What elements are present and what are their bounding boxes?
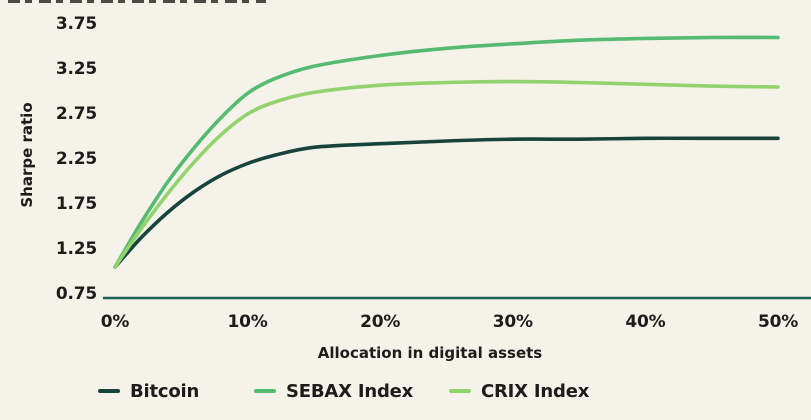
- cropped-title-fragment: [8, 0, 266, 3]
- y-tick-label: 3.75: [55, 14, 97, 34]
- legend-label: SEBAX Index: [286, 380, 414, 402]
- legend: Bitcoin SEBAX Index CRIX Index: [0, 378, 811, 404]
- y-axis-title: Sharpe ratio: [18, 102, 36, 208]
- x-tick-label: 10%: [227, 312, 268, 332]
- y-tick-label: 0.75: [55, 284, 97, 304]
- legend-swatch: [449, 388, 471, 394]
- y-tick-label: 1.25: [55, 239, 97, 259]
- legend-label: Bitcoin: [130, 380, 200, 402]
- y-tick-label: 2.75: [55, 104, 97, 124]
- x-tick-label: 30%: [492, 312, 533, 332]
- legend-swatch: [254, 388, 276, 394]
- series-line-sebax-index: [113, 35, 780, 269]
- y-tick-label: 2.25: [55, 149, 97, 169]
- legend-item-bitcoin: Bitcoin: [98, 378, 199, 404]
- series-line-bitcoin: [113, 136, 780, 269]
- legend-swatch: [98, 388, 120, 394]
- legend-item-sebax-index: SEBAX Index: [254, 378, 413, 404]
- x-tick-label: 20%: [360, 312, 401, 332]
- x-tick-label: 0%: [100, 312, 130, 332]
- series-line-crix-index: [113, 79, 780, 269]
- legend-label: CRIX Index: [481, 380, 590, 402]
- y-tick-label: 1.75: [55, 194, 97, 214]
- x-tick-label: 40%: [625, 312, 666, 332]
- y-tick-label: 3.25: [55, 59, 97, 79]
- legend-item-crix-index: CRIX Index: [449, 378, 589, 404]
- x-tick-label: 50%: [757, 312, 799, 332]
- x-axis-title: Allocation in digital assets: [317, 344, 543, 362]
